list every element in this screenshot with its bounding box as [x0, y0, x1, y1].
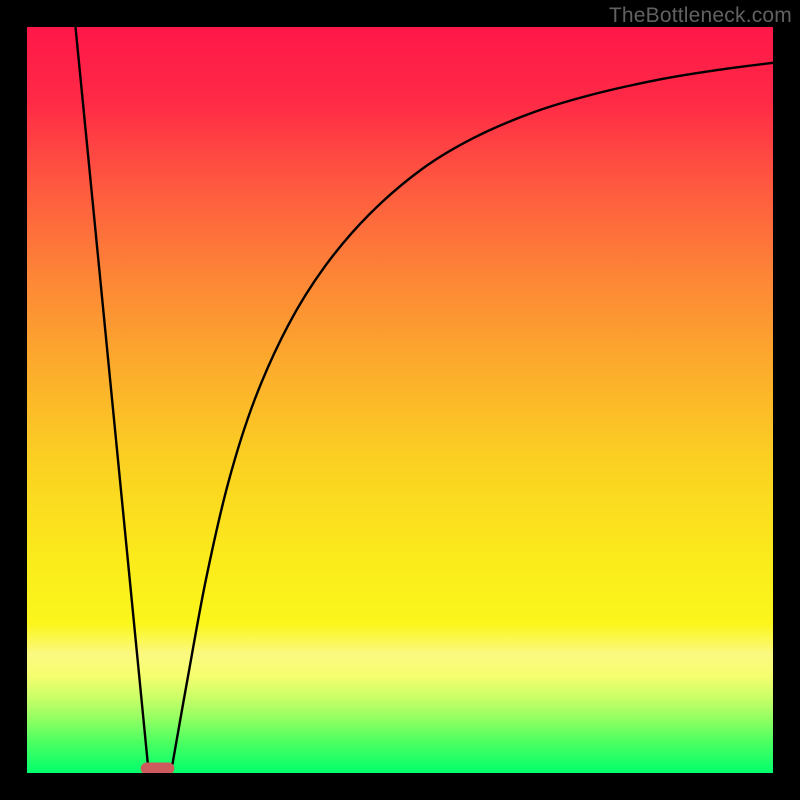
optimum-marker [141, 763, 175, 775]
bottleneck-chart [0, 0, 800, 800]
